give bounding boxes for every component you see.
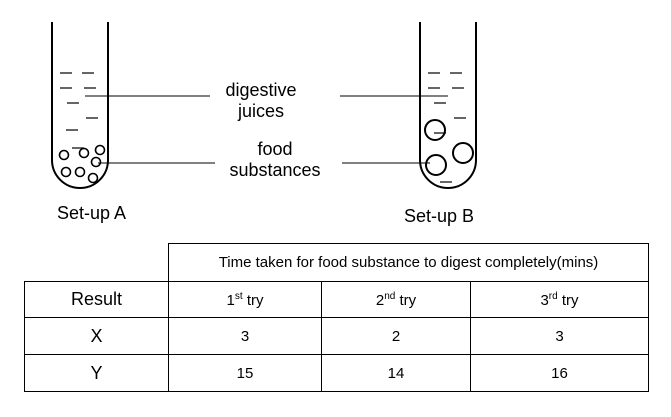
- result-row-header: Result: [24, 281, 169, 318]
- food-particles-b: [424, 119, 474, 176]
- x-try-2-value: 2: [321, 317, 471, 355]
- test-tube-diagram: [51, 22, 477, 189]
- try-3-number: 3: [540, 291, 549, 309]
- y-try-2-value: 14: [321, 354, 471, 392]
- food-substances-label: food substances: [218, 139, 332, 181]
- try-1-ordinal: st: [234, 290, 243, 302]
- try-1-header: 1st try: [168, 281, 322, 318]
- digestive-juices-label-line2: juices: [237, 101, 285, 121]
- try-3-header: 3rd try: [470, 281, 649, 318]
- test-tube-a: [51, 22, 109, 189]
- table-try-row: Result 1st try 2nd try 3rd try: [24, 281, 649, 318]
- table-corner-cell: [24, 243, 169, 282]
- table-row: X 3 2 3: [24, 317, 649, 355]
- digestive-juice-marks-a: [60, 72, 98, 149]
- digestive-juices-label-line1: digestive: [225, 80, 297, 100]
- y-try-3-value: 16: [470, 354, 649, 392]
- digestive-juices-label: digestive juices: [219, 80, 303, 122]
- results-table: Time taken for food substance to digest …: [24, 243, 649, 392]
- label-leader-lines: [85, 95, 448, 164]
- digestive-juice-marks-b: [428, 72, 466, 183]
- table-row: Y 15 14 16: [24, 354, 649, 392]
- try-1-number: 1: [226, 291, 235, 309]
- food-substances-label-line1: food: [257, 139, 293, 159]
- test-tube-b: [419, 22, 477, 189]
- y-try-1-value: 15: [168, 354, 322, 392]
- try-2-header: 2nd try: [321, 281, 471, 318]
- x-try-1-value: 3: [168, 317, 322, 355]
- row-label-x: X: [24, 317, 169, 355]
- setup-a-label: Set-up A: [57, 203, 127, 223]
- setup-b-label: Set-up B: [404, 206, 475, 226]
- try-3-ordinal: rd: [548, 290, 558, 302]
- x-try-3-value: 3: [470, 317, 649, 355]
- row-label-y: Y: [24, 354, 169, 392]
- food-substances-label-line2: substances: [229, 160, 321, 180]
- table-header-row: Time taken for food substance to digest …: [24, 243, 649, 282]
- food-particles-a: [58, 144, 106, 184]
- try-2-ordinal: nd: [384, 290, 396, 302]
- try-3-word: try: [561, 291, 579, 309]
- try-2-word: try: [399, 291, 417, 309]
- try-2-number: 2: [375, 291, 385, 309]
- time-taken-header: Time taken for food substance to digest …: [168, 243, 649, 282]
- try-1-word: try: [246, 291, 264, 309]
